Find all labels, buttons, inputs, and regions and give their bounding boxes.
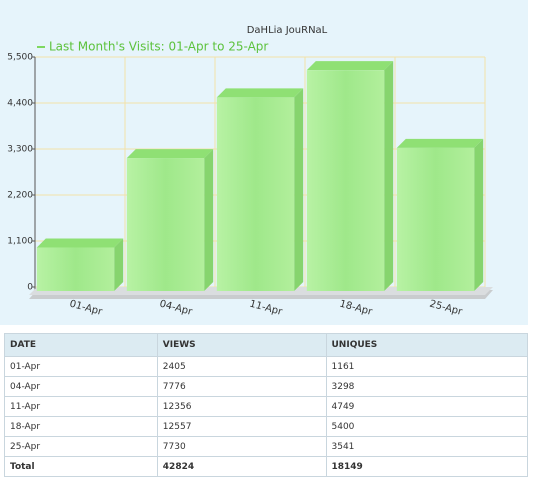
bar-side	[294, 88, 304, 291]
table-cell: 25-Apr	[4, 436, 158, 457]
bar-side	[384, 61, 394, 291]
y-tick-label: 1,100	[7, 237, 33, 247]
table-cell: 4749	[325, 396, 528, 417]
header-row: DATE VIEWS UNIQUES	[4, 333, 528, 357]
bar	[216, 97, 295, 291]
table-cell: 12557	[156, 416, 327, 437]
total-row: Total 42824 18149	[4, 456, 528, 477]
bar-side	[204, 149, 214, 291]
table-row: 18-Apr 12557 5400	[4, 416, 528, 437]
table-row: 11-Apr 12356 4749	[4, 396, 528, 417]
table-row: 25-Apr 7730 3541	[4, 436, 528, 457]
table-row: 01-Apr 2405 1161	[4, 356, 528, 377]
table-cell: 01-Apr	[4, 356, 158, 377]
bar	[396, 147, 475, 291]
table-cell: 3541	[325, 436, 528, 457]
table-cell: 18-Apr	[4, 416, 158, 437]
legend-label: Last Month's Visits: 01-Apr to 25-Apr	[49, 40, 268, 54]
bar-top	[306, 61, 394, 71]
y-tick-label: 3,300	[7, 145, 33, 155]
total-cell: Total	[4, 456, 158, 477]
table-cell: 7730	[156, 436, 327, 457]
bar-top	[126, 149, 214, 159]
table-cell: 3298	[325, 376, 528, 397]
table-cell: 11-Apr	[4, 396, 158, 417]
bar-side	[474, 138, 484, 291]
bar	[306, 70, 385, 291]
table-cell: 04-Apr	[4, 376, 158, 397]
y-tick-label: 4,400	[7, 99, 33, 109]
y-tick-label: 2,200	[7, 191, 33, 201]
table-cell: 1161	[325, 356, 528, 377]
bar-top	[216, 88, 304, 98]
data-table: DATE VIEWS UNIQUES 01-Apr 2405 1161 04-Apr 7776…	[4, 333, 528, 477]
total-cell: 18149	[325, 456, 528, 477]
bar	[36, 247, 115, 291]
table-cell: 7776	[156, 376, 327, 397]
chart-title: DaHLia JouRNaL	[247, 25, 328, 36]
table-cell: 5400	[325, 416, 528, 437]
table-cell: 12356	[156, 396, 327, 417]
bar-top	[396, 138, 484, 148]
total-cell: 42824	[156, 456, 327, 477]
table-cell: 2405	[156, 356, 327, 377]
y-tick-label: 0	[27, 283, 33, 293]
bar	[126, 158, 205, 291]
column-header: UNIQUES	[325, 333, 528, 357]
chart: DaHLia JouRNaL Last Month's Visits: 01-A…	[0, 0, 528, 325]
bar-side	[114, 238, 124, 291]
y-tick-label: 5,500	[7, 53, 33, 63]
column-header: DATE	[4, 333, 158, 357]
table-row: 04-Apr 7776 3298	[4, 376, 528, 397]
column-header: VIEWS	[156, 333, 327, 357]
bar-top	[36, 238, 124, 248]
